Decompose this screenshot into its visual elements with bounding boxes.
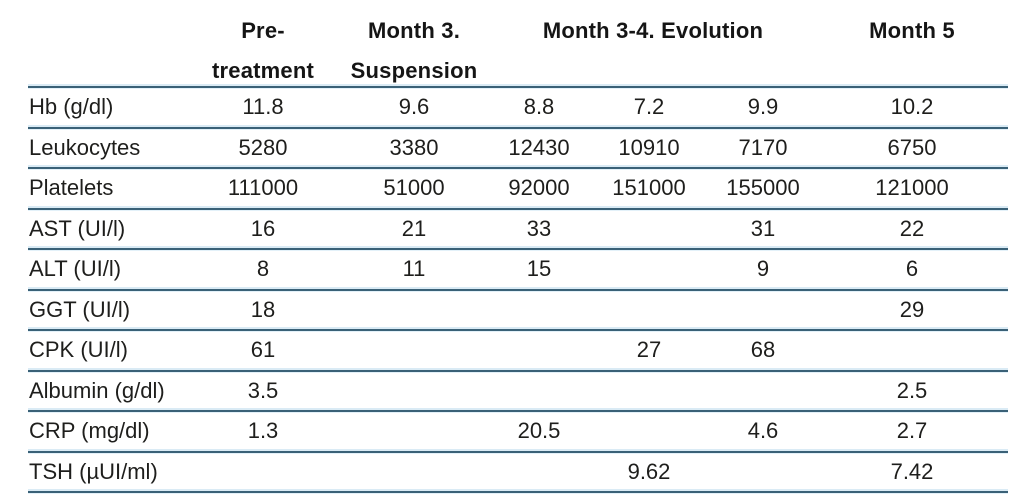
table-body: Hb (g/dl) 11.8 9.6 8.8 7.2 9.9 10.2 Leuk… bbox=[28, 88, 1008, 493]
table-row: ALT (UI/l) 8 11 15 9 6 bbox=[28, 250, 1008, 291]
cell-month5: 22 bbox=[899, 215, 925, 241]
row-label: Hb (g/dl) bbox=[29, 94, 114, 120]
cell-pretreatment: 1.3 bbox=[247, 418, 279, 444]
cell-pretreatment: 5280 bbox=[238, 134, 288, 160]
cell-evolution-1: 15 bbox=[526, 256, 552, 282]
table-row: TSH (µUI/ml) 9.62 7.42 bbox=[28, 453, 1008, 493]
cell-month3-suspension: 9.6 bbox=[398, 94, 430, 120]
cell-month5: 6 bbox=[905, 256, 919, 282]
row-label: CPK (UI/l) bbox=[29, 337, 128, 363]
row-label: Albumin (g/dl) bbox=[29, 377, 165, 403]
header-month3-line1: Month 3. bbox=[367, 18, 461, 43]
cell-month5: 2.5 bbox=[896, 377, 928, 403]
header-month3-line2: Suspension bbox=[350, 58, 478, 83]
cell-evolution-3: 155000 bbox=[726, 175, 800, 201]
cell-evolution-1: 8.8 bbox=[523, 94, 555, 120]
header-month5: Month 5 bbox=[869, 18, 955, 43]
cell-evolution-1: 20.5 bbox=[517, 418, 561, 444]
cell-evolution-3: 9 bbox=[756, 256, 770, 282]
cell-pretreatment: 16 bbox=[250, 215, 276, 241]
row-label: GGT (UI/l) bbox=[29, 296, 131, 322]
cell-evolution-3: 31 bbox=[750, 215, 776, 241]
cell-evolution-1: 12430 bbox=[508, 134, 570, 160]
lab-results-table: Pre- treatment Month 3. Suspension Month… bbox=[28, 0, 1008, 493]
table-row: Platelets 111000 51000 92000 151000 1550… bbox=[28, 169, 1008, 210]
cell-evolution-3: 7170 bbox=[738, 134, 788, 160]
table-row: GGT (UI/l) 18 29 bbox=[28, 291, 1008, 331]
cell-evolution-3: 4.6 bbox=[747, 418, 779, 444]
table-row: CPK (UI/l) 61 27 68 bbox=[28, 331, 1008, 372]
cell-pretreatment: 3.5 bbox=[247, 377, 279, 403]
header-pretreatment: Pre- treatment bbox=[188, 0, 338, 91]
cell-month5: 29 bbox=[899, 296, 925, 322]
cell-pretreatment: 8 bbox=[256, 256, 270, 282]
cell-evolution-2: 7.2 bbox=[633, 94, 665, 120]
row-label: Platelets bbox=[29, 175, 114, 201]
cell-month5: 2.7 bbox=[896, 418, 928, 444]
cell-evolution-2: 151000 bbox=[612, 175, 686, 201]
row-label: CRP (mg/dl) bbox=[29, 418, 150, 444]
cell-pretreatment: 61 bbox=[250, 337, 276, 363]
cell-evolution-3: 9.9 bbox=[747, 94, 779, 120]
cell-evolution-3: 68 bbox=[750, 337, 776, 363]
row-label: AST (UI/l) bbox=[29, 215, 126, 241]
row-label: Leukocytes bbox=[29, 134, 141, 160]
cell-pretreatment: 18 bbox=[250, 296, 276, 322]
row-label: ALT (UI/l) bbox=[29, 256, 122, 282]
cell-month5: 10.2 bbox=[890, 94, 934, 120]
row-label: TSH (µUI/ml) bbox=[29, 458, 158, 484]
table-row: AST (UI/l) 16 21 33 31 22 bbox=[28, 210, 1008, 250]
cell-month3-suspension: 51000 bbox=[383, 175, 445, 201]
table-row: Leukocytes 5280 3380 12430 10910 7170 67… bbox=[28, 129, 1008, 169]
cell-month3-suspension: 3380 bbox=[389, 134, 439, 160]
cell-month3-suspension: 21 bbox=[401, 215, 427, 241]
table-row: Hb (g/dl) 11.8 9.6 8.8 7.2 9.9 10.2 bbox=[28, 88, 1008, 129]
table-row: Albumin (g/dl) 3.5 2.5 bbox=[28, 372, 1008, 412]
header-pretreatment-line2: treatment bbox=[211, 58, 315, 83]
cell-evolution-1: 92000 bbox=[508, 175, 570, 201]
cell-pretreatment: 11.8 bbox=[242, 94, 284, 120]
header-pretreatment-line1: Pre- bbox=[241, 18, 285, 43]
cell-pretreatment: 111000 bbox=[227, 175, 299, 201]
cell-evolution-1: 33 bbox=[526, 215, 552, 241]
cell-evolution-2: 10910 bbox=[618, 134, 680, 160]
cell-month3-suspension: 11 bbox=[402, 256, 426, 282]
table-row: CRP (mg/dl) 1.3 20.5 4.6 2.7 bbox=[28, 412, 1008, 453]
cell-evolution-2: 9.62 bbox=[627, 458, 671, 484]
cell-month5: 7.42 bbox=[890, 458, 934, 484]
header-month3-suspension: Month 3. Suspension bbox=[338, 0, 490, 91]
table-header-row: Pre- treatment Month 3. Suspension Month… bbox=[28, 0, 1008, 88]
header-spacer bbox=[28, 0, 188, 11]
cell-evolution-2: 27 bbox=[636, 337, 662, 363]
cell-month5: 121000 bbox=[875, 175, 949, 201]
cell-month5: 6750 bbox=[887, 134, 937, 160]
header-month34-evolution: Month 3-4. Evolution bbox=[542, 18, 764, 43]
